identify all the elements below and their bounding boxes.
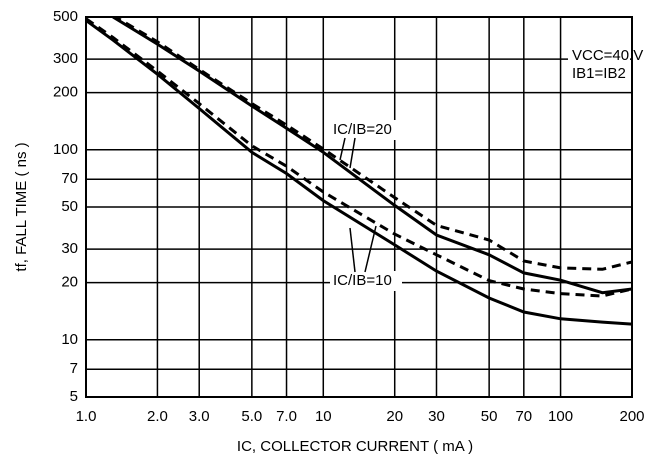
y-tick-label: 200 <box>53 84 78 101</box>
series-line <box>112 17 632 271</box>
annotation-arrow <box>364 225 377 273</box>
x-tick-label: 1.0 <box>76 408 97 425</box>
x-tick-label: 3.0 <box>189 408 210 425</box>
y-tick-label: 50 <box>61 198 78 215</box>
y-tick-label: 20 <box>61 274 78 291</box>
series-line <box>86 17 632 298</box>
annotation-arrow <box>339 137 346 161</box>
y-axis-label: tf, FALL TIME ( ns ) <box>13 142 30 271</box>
y-tick-label: 70 <box>61 170 78 187</box>
annotation-arrow <box>349 137 356 169</box>
x-tick-label: 2.0 <box>147 408 168 425</box>
y-tick-label: 300 <box>53 50 78 67</box>
annotation-bg <box>568 42 630 88</box>
x-tick-label: 100 <box>548 408 573 425</box>
x-axis-label: IC, COLLECTOR CURRENT ( mA ) <box>237 438 473 455</box>
annotation: VCC=40 V <box>572 47 643 64</box>
y-tick-label: 10 <box>61 331 78 348</box>
annotation-arrow <box>349 227 356 273</box>
annotation: IB1=IB2 <box>572 65 626 82</box>
y-tick-label: 7 <box>70 360 78 377</box>
y-tick-label: 100 <box>53 141 78 158</box>
series-line <box>112 17 632 295</box>
x-tick-label: 20 <box>386 408 403 425</box>
annotation: IC/IB=10 <box>333 272 392 289</box>
x-tick-label: 30 <box>428 408 445 425</box>
annotation-bg <box>330 271 402 291</box>
x-tick-label: 50 <box>481 408 498 425</box>
y-tick-label: 500 <box>53 8 78 25</box>
annotation-bg <box>330 120 402 140</box>
series-line <box>86 19 632 326</box>
y-tick-label: 5 <box>70 388 78 405</box>
x-tick-label: 10 <box>315 408 332 425</box>
x-tick-label: 70 <box>515 408 532 425</box>
plot-frame <box>85 16 633 398</box>
x-tick-label: 200 <box>619 408 644 425</box>
x-tick-label: 7.0 <box>276 408 297 425</box>
x-tick-label: 5.0 <box>241 408 262 425</box>
annotation: IC/IB=20 <box>333 121 392 138</box>
y-tick-label: 30 <box>61 240 78 257</box>
